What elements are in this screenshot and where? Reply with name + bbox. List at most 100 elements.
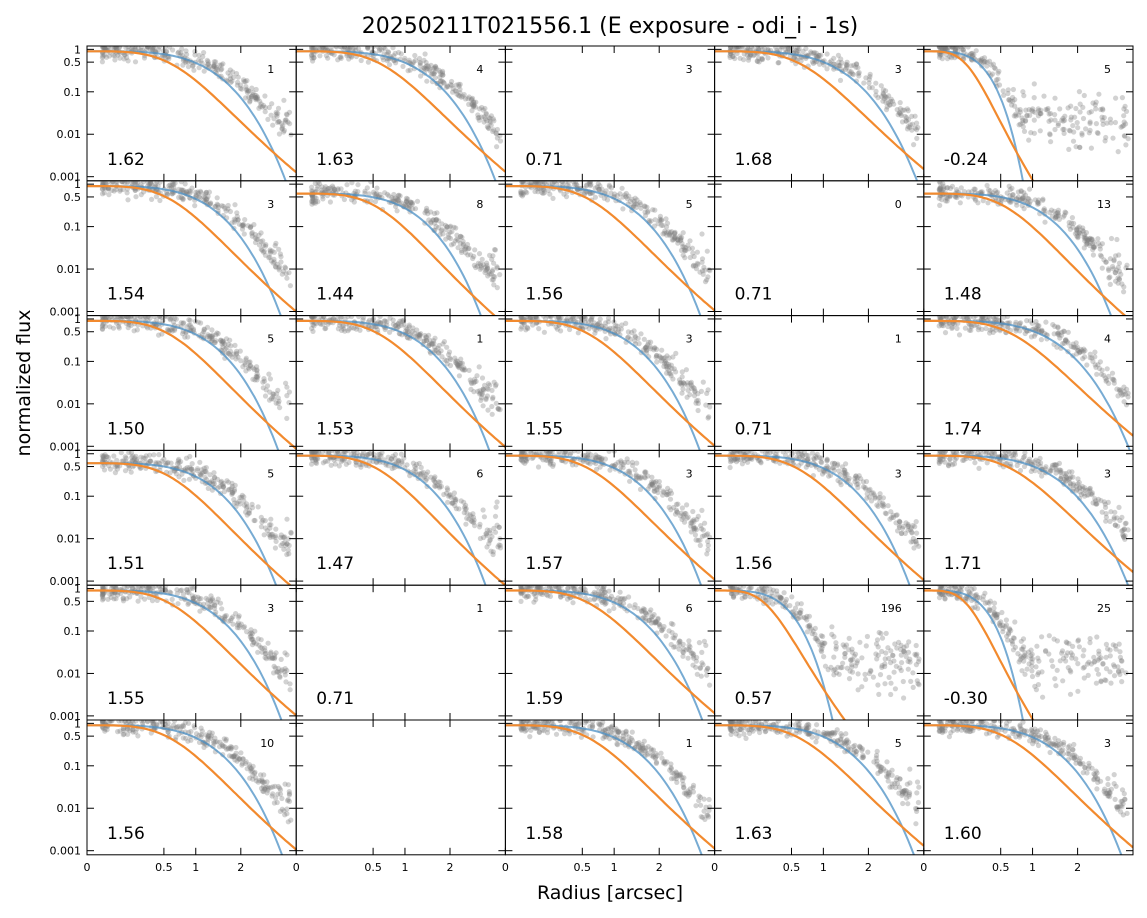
data-point: [1029, 320, 1035, 326]
data-point: [101, 457, 108, 463]
data-point: [337, 54, 343, 60]
data-point: [645, 209, 651, 215]
data-point: [1121, 534, 1127, 540]
data-point: [946, 46, 952, 50]
data-point: [661, 489, 667, 495]
data-point: [813, 50, 819, 56]
data-point: [198, 58, 204, 64]
data-point: [1116, 252, 1122, 258]
data-point: [685, 242, 691, 248]
data-point: [382, 326, 388, 333]
data-point: [1038, 111, 1044, 117]
data-point: [832, 461, 838, 467]
data-point: [728, 46, 734, 50]
data-point: [471, 102, 477, 108]
data-point: [478, 265, 484, 271]
data-point: [691, 262, 697, 268]
data-point: [663, 224, 670, 230]
data-point: [979, 315, 985, 319]
data-point: [455, 237, 461, 243]
data-point: [205, 485, 211, 491]
data-point: [1123, 391, 1129, 397]
data-point: [1094, 371, 1100, 377]
data-point: [1069, 215, 1075, 221]
data-point: [185, 64, 192, 70]
data-point: [1006, 183, 1012, 189]
data-point: [447, 362, 454, 369]
data-point: [632, 338, 638, 344]
data-point: [1106, 275, 1112, 281]
data-point: [687, 392, 693, 398]
data-point: [704, 248, 710, 254]
data-point: [846, 475, 852, 481]
data-point: [394, 197, 400, 203]
data-point: [1097, 252, 1104, 258]
panel: 1.744: [923, 315, 1134, 451]
data-point: [992, 188, 999, 194]
data-point: [678, 237, 684, 243]
data-point: [215, 331, 221, 337]
data-point: [367, 450, 373, 457]
data-point: [112, 470, 118, 476]
data-point: [1086, 130, 1092, 136]
panel-fwhm-label: 1.47: [316, 554, 354, 574]
data-point: [183, 455, 190, 461]
data-point: [613, 461, 619, 467]
data-point: [271, 396, 277, 402]
data-point: [457, 81, 463, 87]
data-point: [1085, 237, 1091, 243]
data-point: [218, 337, 224, 343]
data-point: [750, 52, 757, 59]
data-point: [1031, 333, 1037, 339]
data-point: [99, 191, 106, 197]
data-point: [125, 315, 131, 321]
data-point: [176, 186, 182, 192]
data-point: [377, 191, 383, 198]
data-point: [252, 92, 258, 98]
data-point: [239, 494, 245, 500]
data-point: [1073, 488, 1079, 494]
data-point: [311, 55, 317, 61]
data-point: [339, 315, 345, 320]
data-point: [488, 113, 494, 119]
data-point: [235, 79, 241, 85]
data-point: [145, 46, 151, 50]
data-point: [195, 189, 201, 195]
data-point: [1025, 458, 1031, 464]
data-point: [249, 636, 255, 643]
data-point: [1029, 107, 1035, 113]
data-point: [695, 261, 701, 267]
data-point: [1077, 485, 1083, 491]
data-point: [447, 355, 453, 361]
data-point: [125, 58, 131, 64]
data-point: [687, 380, 693, 386]
data-point: [953, 315, 959, 320]
data-point: [1111, 514, 1117, 521]
data-point: [116, 323, 122, 330]
data-point: [1119, 95, 1125, 101]
data-point: [429, 341, 435, 347]
data-point: [1038, 107, 1044, 113]
data-point: [881, 96, 887, 102]
data-point: [702, 279, 709, 285]
data-point: [680, 244, 686, 250]
data-point: [522, 189, 529, 195]
data-point: [100, 315, 106, 319]
data-point: [274, 261, 280, 267]
data-point: [1004, 460, 1010, 466]
data-point: [645, 473, 651, 479]
data-point: [605, 319, 612, 325]
data-point: [741, 457, 748, 464]
data-point: [277, 674, 283, 680]
data-point: [658, 222, 665, 228]
data-point: [745, 46, 751, 51]
data-point: [944, 185, 950, 191]
data-point: [905, 108, 911, 114]
data-point: [874, 502, 880, 508]
data-point: [688, 529, 694, 535]
data-point: [980, 315, 987, 320]
data-point: [457, 361, 463, 367]
data-point: [1121, 388, 1127, 394]
data-point: [559, 180, 565, 185]
data-point: [941, 46, 947, 50]
